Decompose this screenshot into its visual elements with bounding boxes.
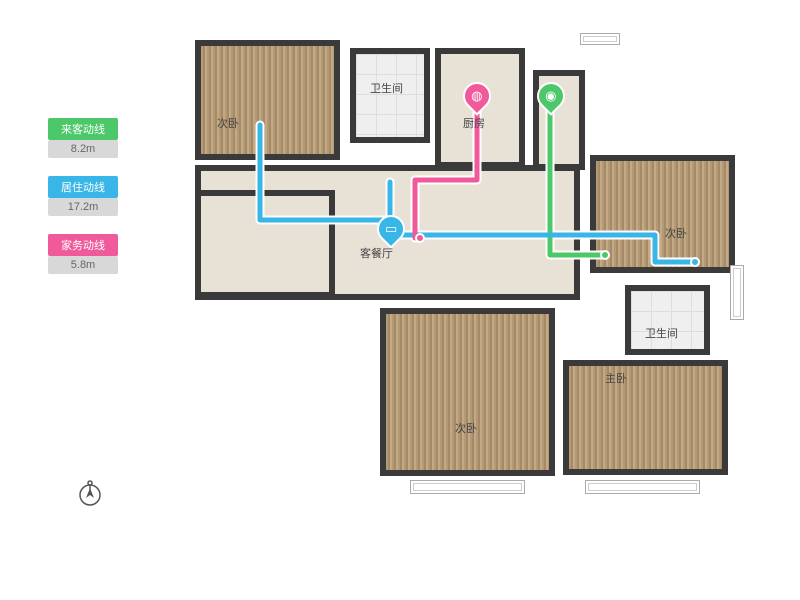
room-label-bedroom_e: 次卧 (665, 225, 687, 241)
legend-value-living: 17.2m (48, 198, 118, 216)
room-label-bedroom_master: 主卧 (605, 370, 627, 386)
room-label-living: 客餐厅 (360, 245, 393, 261)
room-balcony_w (195, 190, 335, 298)
legend-item-chores: 家务动线 5.8m (48, 234, 118, 274)
room-label-bathroom_n: 卫生间 (370, 80, 403, 96)
window-2 (730, 265, 744, 320)
floorplan: ◉▭◍ 次卧卫生间厨房客餐厅次卧卫生间次卧主卧 (185, 30, 745, 550)
room-bathroom_e (625, 285, 710, 355)
legend-item-guest: 来客动线 8.2m (48, 118, 118, 158)
room-bedroom_e (590, 155, 735, 273)
marker-guest-icon: ◉ (537, 82, 565, 118)
room-label-kitchen: 厨房 (463, 115, 485, 131)
room-bedroom_master (563, 360, 728, 475)
legend: 来客动线 8.2m 居住动线 17.2m 家务动线 5.8m (48, 118, 118, 292)
window-0 (410, 480, 525, 494)
legend-label-guest: 来客动线 (48, 118, 118, 140)
legend-value-guest: 8.2m (48, 140, 118, 158)
legend-label-living: 居住动线 (48, 176, 118, 198)
window-1 (585, 480, 700, 494)
room-bedroom_s (380, 308, 555, 476)
room-label-bathroom_e: 卫生间 (645, 325, 678, 341)
legend-item-living: 居住动线 17.2m (48, 176, 118, 216)
room-label-bedroom_nw: 次卧 (217, 115, 239, 131)
legend-label-chores: 家务动线 (48, 234, 118, 256)
room-bedroom_nw (195, 40, 340, 160)
legend-value-chores: 5.8m (48, 256, 118, 274)
room-label-bedroom_s: 次卧 (455, 420, 477, 436)
marker-chores-icon: ◍ (463, 82, 491, 118)
window-3 (580, 33, 620, 45)
compass-icon (75, 478, 105, 513)
